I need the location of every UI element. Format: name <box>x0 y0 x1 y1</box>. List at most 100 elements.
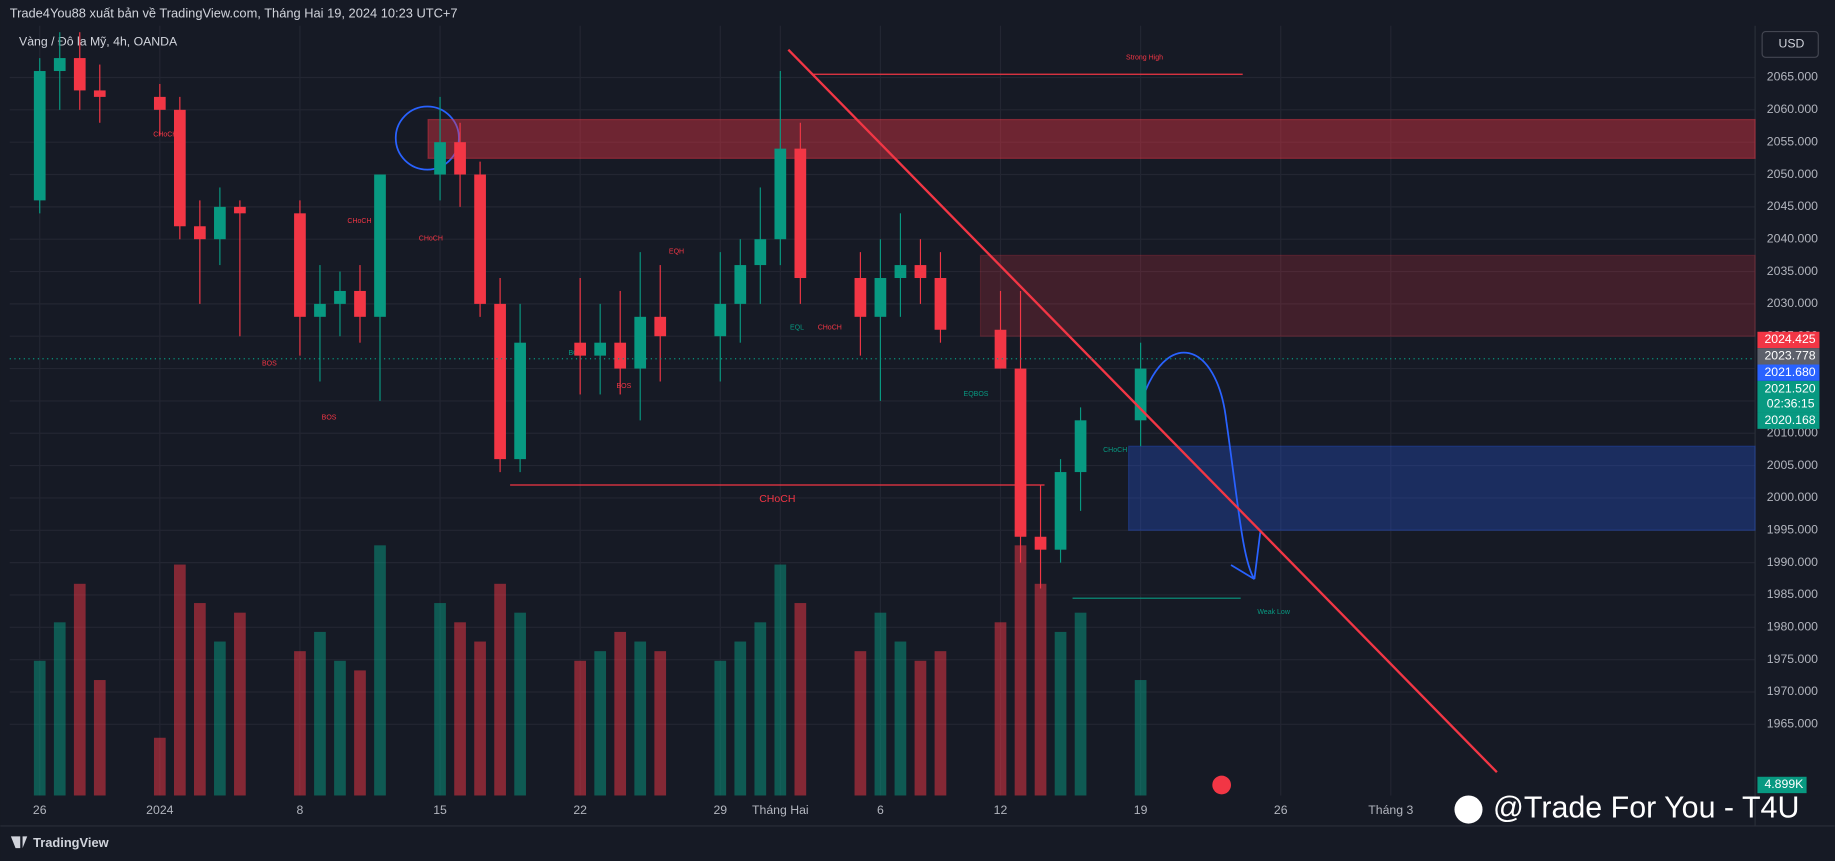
volume-label: 4.899K <box>1764 777 1804 791</box>
candle-body <box>1134 368 1147 421</box>
brand-logo <box>10 836 28 849</box>
volume-label-box <box>1757 776 1807 794</box>
candle-body <box>734 265 747 304</box>
x-tick-label: 26 <box>1274 803 1288 817</box>
volume-bar <box>634 641 647 796</box>
volume-bar <box>93 680 106 796</box>
candle-body <box>214 206 226 240</box>
annotation: BOS <box>262 361 277 368</box>
level-label: CHoCH <box>759 493 795 505</box>
volume-bar <box>173 564 186 796</box>
y-tick-label: 2055.000 <box>1767 134 1818 148</box>
header: Trade4You88 xuất bản về TradingView.com,… <box>10 5 458 20</box>
x-tick-label: 8 <box>297 803 304 817</box>
volume-bar <box>1074 612 1087 796</box>
volume-bar <box>754 622 767 796</box>
zone <box>427 118 1756 159</box>
price-label: 2023.778 <box>1764 349 1815 363</box>
volume-bar <box>53 622 66 796</box>
volume-bar <box>594 651 607 796</box>
candle-body <box>914 265 927 279</box>
candle-body <box>374 174 386 317</box>
candle-body <box>994 329 1007 369</box>
volume-bar <box>574 660 587 796</box>
volume-bar <box>894 641 907 796</box>
y-tick-label: 2040.000 <box>1767 231 1818 245</box>
candle-body <box>434 142 446 175</box>
candle-body <box>494 303 506 460</box>
price-label-box <box>1757 412 1820 429</box>
volume-bar <box>794 603 807 796</box>
x-tick-label: 12 <box>994 803 1008 817</box>
candle-body <box>634 316 647 369</box>
volume-bar <box>614 631 627 796</box>
y-tick-label: 2030.000 <box>1767 296 1818 310</box>
volume-bar <box>854 651 867 796</box>
volume-bar <box>514 612 526 796</box>
volume-bar <box>734 641 747 796</box>
candle-body <box>334 290 346 304</box>
currency[interactable]: USD <box>1779 37 1805 51</box>
candle-body <box>33 71 46 201</box>
candle-body <box>454 142 466 175</box>
watermark: @Trade For You - T4U <box>1493 791 1799 825</box>
volume-bar <box>494 583 506 796</box>
annotation: CHoCH <box>1103 447 1127 454</box>
volume-bar <box>1134 680 1147 796</box>
volume-bar <box>1034 583 1047 796</box>
annotation: CHoCH <box>153 131 177 138</box>
volume-bar <box>33 660 46 796</box>
candle-body <box>514 342 526 460</box>
y-tick-label: 2000.000 <box>1767 490 1818 504</box>
countdown: 02:36:15 <box>1767 397 1815 411</box>
volume-bar <box>874 612 887 796</box>
symbol: Vàng / Đô la Mỹ, 4h, OANDA <box>19 34 178 48</box>
volume-bar <box>714 660 727 796</box>
y-tick-label: 1975.000 <box>1767 652 1818 666</box>
candle-body <box>73 58 86 91</box>
event-icon[interactable] <box>1212 775 1232 795</box>
candle-body <box>194 226 206 240</box>
projection-curve <box>1140 351 1262 580</box>
annotation: EQBOS <box>964 391 989 398</box>
candle-body <box>1014 368 1027 537</box>
volume-bar <box>774 564 787 796</box>
volume-bar <box>1014 545 1027 796</box>
candle-body <box>53 58 66 72</box>
x-tick-label: 2024 <box>146 803 173 817</box>
candle-body <box>614 342 627 369</box>
y-tick-label: 1965.000 <box>1767 717 1818 731</box>
candle-body <box>594 342 607 356</box>
y-tick-label: 1970.000 <box>1767 684 1818 698</box>
volume-bar <box>73 583 86 796</box>
y-tick-label: 2010.000 <box>1767 426 1818 440</box>
candle-body <box>774 148 787 240</box>
volume-bar <box>334 660 346 796</box>
fb-icon <box>1454 795 1483 824</box>
annotation: CHoCH <box>818 324 842 331</box>
currency-button[interactable] <box>1761 31 1819 58</box>
x-tick-label: 6 <box>877 803 884 817</box>
x-tick-label: 15 <box>433 803 447 817</box>
y-tick-label: 1995.000 <box>1767 523 1818 537</box>
y-tick-label: 2035.000 <box>1767 264 1818 278</box>
y-tick-label: 1980.000 <box>1767 620 1818 634</box>
volume-bar <box>294 651 306 796</box>
candle-body <box>1034 536 1047 550</box>
y-tick-label: 2005.000 <box>1767 458 1818 472</box>
candle-body <box>474 174 486 304</box>
candle-body <box>234 206 246 214</box>
price-label-box <box>1757 348 1820 365</box>
price-label-box <box>1757 380 1820 413</box>
brand: TradingView <box>33 835 110 850</box>
x-tick-label: 19 <box>1134 803 1148 817</box>
candle-body <box>934 278 947 330</box>
y-tick-label: 2060.000 <box>1767 102 1818 116</box>
price-label: 2021.520 <box>1764 381 1815 395</box>
candle-body <box>754 239 767 266</box>
candle-body <box>354 290 366 317</box>
volume-bar <box>374 545 386 796</box>
x-tick-label: 22 <box>573 803 587 817</box>
volume-bar <box>994 622 1007 796</box>
